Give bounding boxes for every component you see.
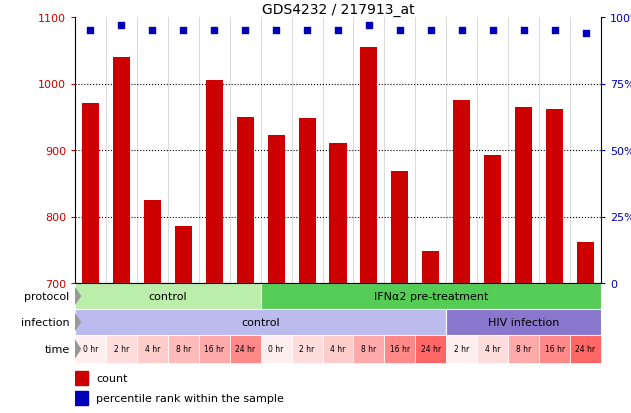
- Point: [271, 28, 281, 35]
- Bar: [106, 335, 137, 363]
- Bar: [329, 144, 346, 283]
- Bar: [484, 155, 501, 283]
- Bar: [75, 309, 446, 335]
- Point: [395, 28, 405, 35]
- Text: 8 hr: 8 hr: [362, 345, 377, 354]
- Text: 16 hr: 16 hr: [204, 345, 224, 354]
- Bar: [515, 107, 532, 283]
- Point: [488, 28, 498, 35]
- Bar: [230, 335, 261, 363]
- Text: infection: infection: [21, 317, 70, 327]
- Text: 0 hr: 0 hr: [83, 345, 98, 354]
- Bar: [75, 335, 106, 363]
- Point: [364, 23, 374, 29]
- Text: control: control: [148, 291, 187, 301]
- Title: GDS4232 / 217913_at: GDS4232 / 217913_at: [262, 3, 415, 17]
- Bar: [353, 335, 384, 363]
- Bar: [446, 335, 477, 363]
- Bar: [268, 136, 285, 283]
- Point: [426, 28, 436, 35]
- Text: 2 hr: 2 hr: [114, 345, 129, 354]
- Bar: [546, 109, 563, 283]
- Text: 4 hr: 4 hr: [144, 345, 160, 354]
- Bar: [477, 335, 508, 363]
- Bar: [75, 392, 88, 405]
- Point: [581, 31, 591, 37]
- Polygon shape: [75, 339, 81, 359]
- Text: percentile rank within the sample: percentile rank within the sample: [96, 393, 284, 404]
- Bar: [175, 227, 192, 283]
- Point: [550, 28, 560, 35]
- Bar: [577, 242, 594, 283]
- Point: [457, 28, 467, 35]
- Bar: [75, 283, 261, 309]
- Text: 8 hr: 8 hr: [175, 345, 191, 354]
- Point: [209, 28, 220, 35]
- Bar: [168, 335, 199, 363]
- Text: 8 hr: 8 hr: [516, 345, 531, 354]
- Text: 2 hr: 2 hr: [454, 345, 469, 354]
- Bar: [237, 117, 254, 283]
- Text: 4 hr: 4 hr: [485, 345, 500, 354]
- Polygon shape: [75, 313, 81, 331]
- Bar: [384, 335, 415, 363]
- Text: 2 hr: 2 hr: [300, 345, 315, 354]
- Text: 24 hr: 24 hr: [421, 345, 441, 354]
- Bar: [298, 119, 316, 283]
- Bar: [199, 335, 230, 363]
- Polygon shape: [75, 287, 81, 305]
- Point: [302, 28, 312, 35]
- Text: IFNα2 pre-treatment: IFNα2 pre-treatment: [374, 291, 488, 301]
- Bar: [292, 335, 322, 363]
- Bar: [453, 101, 470, 283]
- Text: time: time: [45, 344, 70, 354]
- Bar: [570, 335, 601, 363]
- Text: 4 hr: 4 hr: [330, 345, 346, 354]
- Bar: [261, 335, 292, 363]
- Text: HIV infection: HIV infection: [488, 317, 559, 327]
- Text: control: control: [241, 317, 280, 327]
- Text: 24 hr: 24 hr: [575, 345, 596, 354]
- Point: [147, 28, 157, 35]
- Text: protocol: protocol: [25, 291, 70, 301]
- Bar: [261, 283, 601, 309]
- Bar: [75, 371, 88, 385]
- Text: 16 hr: 16 hr: [390, 345, 410, 354]
- Point: [519, 28, 529, 35]
- Bar: [422, 252, 439, 283]
- Bar: [391, 172, 408, 283]
- Text: 0 hr: 0 hr: [268, 345, 284, 354]
- Bar: [322, 335, 353, 363]
- Point: [333, 28, 343, 35]
- Point: [178, 28, 188, 35]
- Text: 16 hr: 16 hr: [545, 345, 565, 354]
- Bar: [113, 58, 130, 283]
- Bar: [539, 335, 570, 363]
- Bar: [415, 335, 446, 363]
- Text: 24 hr: 24 hr: [235, 345, 255, 354]
- Bar: [446, 309, 601, 335]
- Bar: [360, 48, 377, 283]
- Text: count: count: [96, 373, 127, 383]
- Bar: [508, 335, 539, 363]
- Bar: [82, 104, 99, 283]
- Point: [116, 23, 126, 29]
- Bar: [137, 335, 168, 363]
- Point: [85, 28, 95, 35]
- Point: [240, 28, 251, 35]
- Bar: [144, 200, 161, 283]
- Bar: [206, 81, 223, 283]
